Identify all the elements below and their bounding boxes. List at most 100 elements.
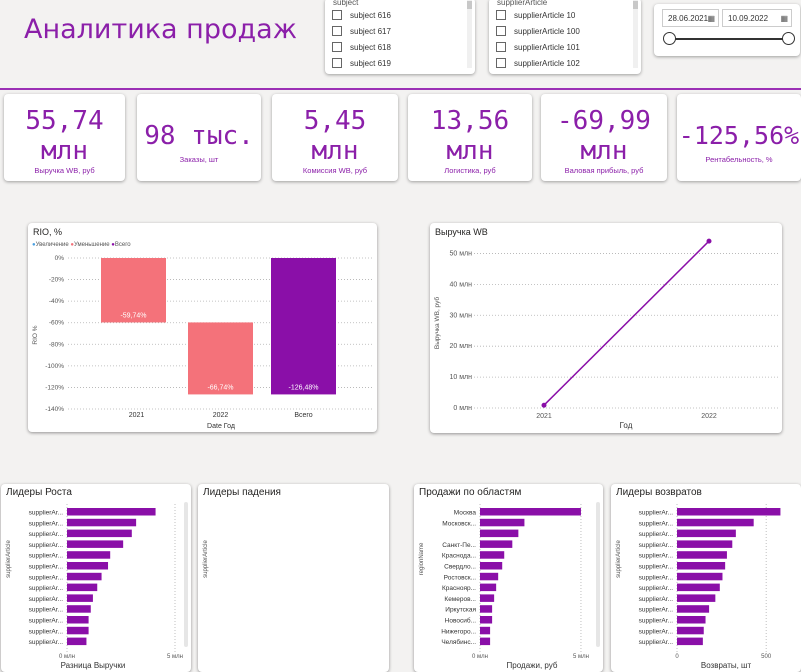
y-tick-label: supplierAr... — [639, 639, 674, 646]
checkbox[interactable] — [332, 26, 342, 36]
bar — [67, 637, 87, 646]
slicer-item[interactable]: subject 616 — [325, 7, 475, 23]
kpi-card-orders: 98 тыс. Заказы, шт — [137, 94, 261, 181]
slicer-item[interactable]: supplierArticle 100 — [489, 23, 641, 39]
region-sales-panel[interactable]: Продажи по областям regionName Продажи, … — [414, 484, 603, 672]
checkbox[interactable] — [332, 10, 342, 20]
y-axis-title: supplierArticle — [616, 539, 622, 577]
bar — [67, 508, 156, 516]
y-axis-title: supplierArticle — [203, 539, 209, 577]
bar — [67, 551, 111, 559]
end-date-input[interactable]: 10.09.2022 ▦ — [722, 9, 792, 27]
bar — [677, 594, 716, 602]
slicer-item-label: supplierArticle 102 — [514, 58, 580, 68]
y-tick-label: supplierAr... — [639, 553, 674, 560]
y-tick-label: Ростовск... — [444, 574, 477, 581]
checkbox[interactable] — [332, 58, 342, 68]
y-tick-label: Челябинс... — [441, 638, 476, 646]
chart-scrollbar[interactable] — [596, 502, 600, 647]
revenue-chart-panel[interactable]: Выручка WB Выручка WB, руб Год 0 млн 10 м… — [430, 223, 782, 433]
y-tick-label: supplierAr... — [29, 553, 64, 560]
x-tick-label: 0 млн — [59, 654, 75, 660]
slicer-item[interactable]: supplierArticle 101 — [489, 39, 641, 55]
kpi-card-gross-profit: -69,99 млн Валовая прибыль, руб — [541, 94, 667, 181]
kpi-label: Валовая прибыль, руб — [564, 166, 644, 175]
range-track — [670, 38, 788, 40]
date-range-slicer[interactable]: 28.06.2021 ▦ 10.09.2022 ▦ — [654, 4, 800, 56]
start-date-input[interactable]: 28.06.2021 ▦ — [662, 9, 719, 27]
y-tick-label: Кемеров... — [444, 596, 476, 603]
waterfall-bar — [271, 258, 336, 395]
range-start-handle[interactable] — [663, 32, 676, 45]
waterfall-bar — [188, 322, 253, 395]
bar — [67, 605, 91, 613]
y-tick-label: supplierAr... — [29, 564, 64, 571]
x-tick-label: 2022 — [213, 412, 229, 419]
y-axis-title: RIO % — [32, 325, 39, 344]
growth-leaders-panel[interactable]: Лидеры Роста supplierArticle Разница Выр… — [1, 484, 191, 672]
chart-title: Лидеры возвратов — [616, 487, 702, 498]
bar — [67, 572, 102, 581]
article-slicer[interactable]: supplierArticle supplierArticle 10 suppl… — [489, 0, 641, 74]
calendar-icon[interactable]: ▦ — [780, 14, 788, 23]
checkbox[interactable] — [496, 58, 506, 68]
kpi-card-profitability: -125,56% Рентабельность, % — [677, 94, 801, 181]
checkbox[interactable] — [496, 10, 506, 20]
slicer-item-label: subject 616 — [350, 10, 391, 20]
range-end-handle[interactable] — [782, 32, 795, 45]
slicer-scrollbar[interactable] — [467, 0, 472, 68]
article-slicer-header: supplierArticle — [497, 0, 548, 7]
kpi-label: Логистика, руб — [444, 166, 496, 175]
legend-label: Уменьшение — [73, 242, 110, 248]
chart-title: Продажи по областям — [419, 487, 522, 498]
revenue-line-chart: Выручка WB, руб Год 0 млн 10 млн 20 млн 30 … — [433, 238, 780, 430]
bar — [67, 594, 93, 602]
fall-leaders-panel[interactable]: Лидеры падения supplierArticle — [198, 484, 389, 672]
rio-chart-panel[interactable]: RIO, % ●Увеличение ●Уменьшение ●Всего RI… — [28, 223, 377, 432]
bar — [677, 605, 710, 613]
checkbox[interactable] — [496, 26, 506, 36]
slicer-item[interactable]: subject 617 — [325, 23, 475, 39]
checkbox[interactable] — [496, 42, 506, 52]
kpi-card-logistics: 13,56 млн Логистика, руб — [408, 94, 532, 181]
y-tick-label: supplierAr... — [639, 510, 674, 517]
slicer-item[interactable]: supplierArticle 102 — [489, 55, 641, 71]
y-axis-title: regionName — [419, 542, 425, 575]
slicer-item[interactable]: supplierArticle 10 — [489, 7, 641, 23]
bar — [67, 529, 132, 538]
bar — [480, 605, 493, 613]
returns-leaders-panel[interactable]: Лидеры возвратов supplierArticle Возврат… — [611, 484, 801, 672]
y-tick-label: 30 млн — [450, 312, 473, 319]
y-tick-label: Санкт-Пе... — [442, 542, 476, 549]
y-tick-label: 20 млн — [450, 343, 473, 350]
fall-leaders-chart: supplierArticle — [203, 539, 209, 577]
bar — [677, 583, 720, 592]
slicer-scrollbar[interactable] — [633, 0, 638, 68]
bar — [480, 551, 505, 559]
kpi-card-revenue: 55,74 млн Выручка WB, руб — [4, 94, 125, 181]
bar — [67, 540, 124, 548]
y-tick-label: supplierAr... — [29, 618, 64, 625]
y-tick-label: supplierAr... — [639, 520, 674, 527]
y-tick-label: -80% — [49, 341, 64, 348]
slicer-item[interactable]: subject 619 — [325, 55, 475, 71]
y-tick-label: 0% — [55, 255, 65, 262]
calendar-icon[interactable]: ▦ — [707, 14, 715, 23]
page-title: Аналитика продаж — [24, 14, 298, 45]
bar — [67, 583, 98, 592]
y-tick-label: supplierAr... — [29, 574, 64, 581]
y-tick-label: Иркутская — [445, 607, 476, 614]
x-axis-title: Date Год — [207, 423, 235, 430]
slicer-item[interactable]: subject 618 — [325, 39, 475, 55]
bar — [677, 637, 703, 646]
subject-slicer[interactable]: subject subject 616 subject 617 subject … — [325, 0, 475, 74]
y-tick-label: -100% — [45, 363, 64, 370]
chart-scrollbar[interactable] — [184, 502, 188, 647]
bar — [480, 626, 491, 635]
x-tick-label: 5 млн — [573, 654, 589, 660]
bar — [67, 518, 137, 527]
slicer-item-label: subject 617 — [350, 26, 391, 36]
y-tick-label: -40% — [49, 298, 64, 305]
y-tick-label: 10 млн — [450, 374, 473, 381]
checkbox[interactable] — [332, 42, 342, 52]
